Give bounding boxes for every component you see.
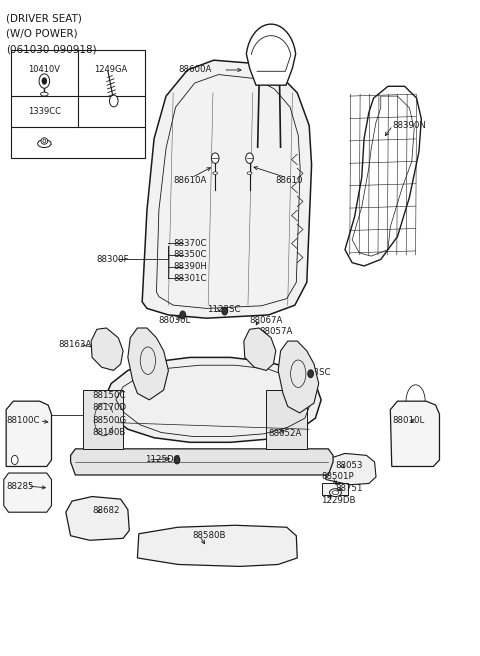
Text: 88500G: 88500G (92, 417, 126, 425)
Bar (83, 390, 123, 449)
Polygon shape (325, 453, 376, 485)
Circle shape (180, 311, 186, 319)
Text: 1339CC: 1339CC (28, 107, 61, 115)
Text: 88682: 88682 (92, 506, 120, 516)
Text: 88301C: 88301C (173, 274, 207, 283)
Ellipse shape (329, 489, 341, 497)
Text: 88030L: 88030L (159, 316, 191, 325)
Circle shape (246, 153, 253, 163)
Text: 88052A: 88052A (269, 429, 302, 438)
Text: 88390H: 88390H (173, 262, 207, 271)
Text: 1123SC: 1123SC (206, 305, 240, 314)
Ellipse shape (40, 92, 48, 96)
Circle shape (42, 78, 47, 85)
Text: 88300F: 88300F (97, 255, 129, 264)
Polygon shape (137, 525, 297, 566)
Circle shape (109, 95, 118, 107)
Ellipse shape (41, 138, 48, 144)
Polygon shape (71, 449, 333, 475)
Text: 1229DB: 1229DB (321, 496, 356, 505)
Text: 88751: 88751 (336, 484, 363, 493)
Text: 88580B: 88580B (192, 531, 226, 541)
Ellipse shape (37, 140, 51, 148)
Bar (322, 483, 348, 495)
Bar (11, 51, 144, 158)
Bar (266, 390, 307, 449)
Text: 88100C: 88100C (6, 417, 40, 425)
Text: 88350C: 88350C (173, 251, 207, 259)
Text: 88010L: 88010L (393, 417, 425, 425)
Ellipse shape (332, 491, 339, 495)
Circle shape (174, 456, 180, 464)
Text: 88390N: 88390N (393, 121, 427, 130)
Text: 88501P: 88501P (321, 472, 354, 482)
Text: 88053: 88053 (336, 461, 363, 470)
Polygon shape (345, 87, 421, 266)
Text: 1249GA: 1249GA (95, 66, 128, 74)
Ellipse shape (247, 172, 252, 174)
Polygon shape (142, 60, 312, 318)
Text: (DRIVER SEAT): (DRIVER SEAT) (6, 13, 82, 23)
Polygon shape (6, 401, 51, 466)
Text: 88600A: 88600A (178, 66, 211, 75)
Circle shape (222, 307, 228, 315)
Polygon shape (104, 358, 321, 442)
Text: (W/O POWER): (W/O POWER) (6, 29, 78, 39)
Text: 88190B: 88190B (92, 428, 125, 437)
Polygon shape (128, 328, 168, 400)
Text: 88170D: 88170D (92, 403, 126, 412)
Text: 88150C: 88150C (92, 392, 126, 400)
Circle shape (211, 153, 219, 163)
Text: 10410V: 10410V (28, 66, 60, 74)
Polygon shape (66, 497, 129, 541)
Polygon shape (244, 328, 276, 371)
Polygon shape (91, 328, 123, 371)
Text: 1123SC: 1123SC (297, 368, 331, 377)
Polygon shape (390, 401, 440, 466)
Text: 88057A: 88057A (259, 327, 292, 337)
Ellipse shape (213, 172, 217, 174)
Polygon shape (278, 341, 319, 413)
Text: 88163A: 88163A (59, 340, 92, 349)
Text: 88067A: 88067A (250, 316, 283, 325)
Circle shape (12, 455, 18, 464)
Ellipse shape (43, 139, 46, 143)
Text: 88610: 88610 (276, 176, 303, 185)
Text: (061030-090918): (061030-090918) (6, 45, 97, 54)
Polygon shape (246, 24, 296, 85)
Text: 88370C: 88370C (173, 239, 207, 247)
Text: 1125DG: 1125DG (144, 455, 180, 464)
Text: 88285: 88285 (6, 482, 34, 491)
Polygon shape (4, 473, 51, 512)
Text: 88610A: 88610A (173, 176, 206, 185)
Circle shape (308, 370, 313, 378)
Circle shape (39, 74, 49, 88)
